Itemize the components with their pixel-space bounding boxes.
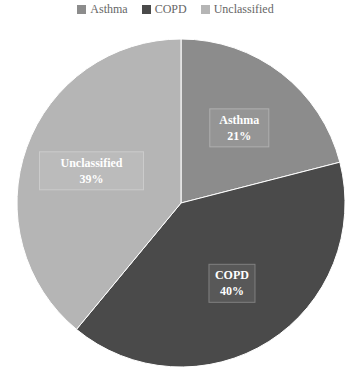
html-text:Asthma: Asthma [90, 2, 128, 16]
svg-text:40%: 40% [220, 284, 244, 298]
svg-text:Unclassified: Unclassified [60, 156, 122, 170]
svg-text:COPD: COPD [215, 268, 249, 282]
svg-text:39%: 39% [80, 172, 104, 186]
svg-text:Asthma: Asthma [219, 113, 259, 127]
html-text:COPD: COPD [154, 2, 187, 16]
svg-text:21%: 21% [227, 129, 251, 143]
html-text:Unclassified: Unclassified [213, 2, 274, 16]
